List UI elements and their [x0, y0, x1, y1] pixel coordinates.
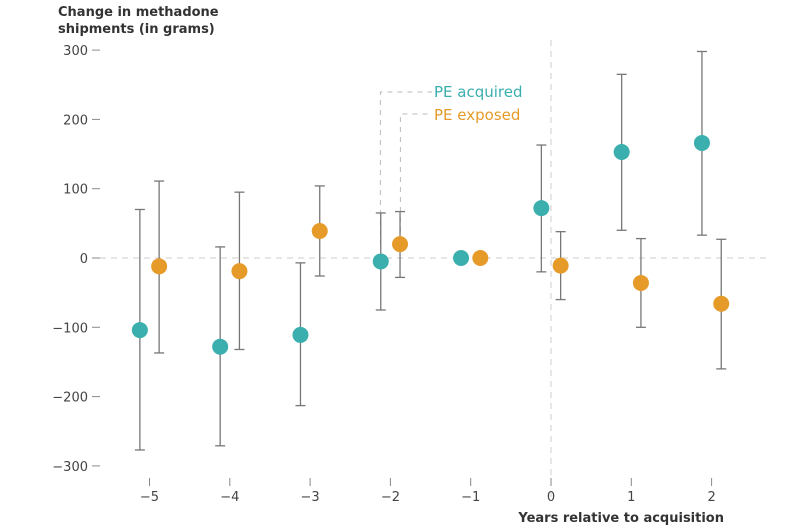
data-point-acquired [212, 338, 229, 355]
data-point-exposed [392, 236, 409, 253]
data-point-acquired [292, 326, 309, 343]
y-axis-label-line-2: shipments (in grams) [58, 22, 215, 37]
y-tick-label: 300 [63, 44, 88, 59]
data-point-acquired [693, 134, 710, 151]
x-tick-label: −5 [140, 490, 159, 505]
legend-acquired: PE acquired [434, 83, 523, 101]
y-tick-label: −100 [52, 321, 88, 336]
data-point-acquired [372, 253, 389, 270]
x-tick-label: −2 [381, 490, 400, 505]
data-point-exposed [151, 258, 168, 275]
legend-leader-acquired [379, 91, 432, 245]
y-tick-label: 0 [80, 252, 88, 267]
x-axis-label: Years relative to acquisition [518, 511, 724, 526]
data-point-exposed [713, 295, 730, 312]
x-tick-label: −1 [461, 490, 480, 505]
data-point-acquired [613, 143, 630, 160]
data-point-exposed [472, 250, 489, 266]
data-point-acquired [453, 250, 470, 266]
data-point-exposed [552, 257, 569, 274]
data-point-acquired [533, 200, 550, 217]
data-point-exposed [632, 274, 649, 291]
legend-exposed: PE exposed [434, 106, 520, 124]
x-tick-label: 0 [547, 490, 555, 505]
data-point-exposed [311, 222, 328, 239]
x-tick-label: −4 [220, 490, 239, 505]
legend-leader-exposed [399, 113, 432, 232]
x-tick-label: 1 [627, 490, 635, 505]
y-tick-label: −200 [52, 391, 88, 406]
data-point-acquired [131, 322, 148, 339]
y-axis-label: Change in methadone shipments (in grams) [58, 4, 258, 38]
x-tick-label: 2 [707, 490, 715, 505]
data-point-exposed [231, 263, 248, 280]
y-tick-label: 200 [63, 113, 88, 128]
y-axis-label-line-1: Change in methadone [58, 5, 219, 20]
y-tick-label: −300 [52, 460, 88, 475]
x-tick-label: −3 [301, 490, 320, 505]
y-tick-label: 100 [63, 183, 88, 198]
